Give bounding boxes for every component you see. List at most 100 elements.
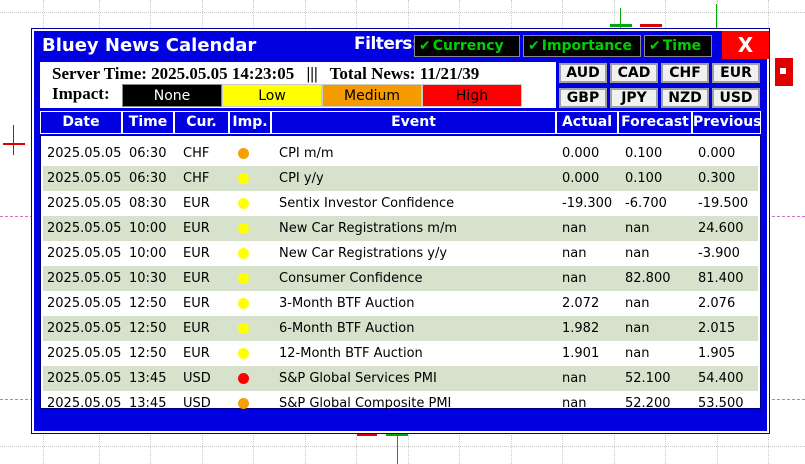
impact-dot-icon [238,173,249,184]
cell-cur: EUR [183,271,210,286]
table-row[interactable]: 2025.05.05 08:30 EUR Sentix Investor Confid… [43,191,758,216]
cell-cur: EUR [183,346,210,361]
cell-actual: 0.000 [562,171,600,186]
table-row[interactable]: 2025.05.05 10:30 EUR Consumer Confidence nan… [43,266,758,291]
cell-date: 2025.05.05 [47,371,122,386]
events-table: 2025.05.05 06:30 CHF CPI m/m 0.000 0.100 0.000… [40,135,761,411]
cell-previous: 54.400 [698,371,744,386]
cell-time: 06:30 [129,171,167,186]
filter-importance-button[interactable]: ✔ Importance [523,35,641,57]
check-icon: ✔ [419,38,431,54]
impact-low-button[interactable]: Low [222,84,322,107]
table-row[interactable]: 2025.05.05 06:30 CHF CPI m/m 0.000 0.100 0.000 [43,141,758,166]
grid-line [0,446,805,447]
cell-actual: 2.072 [562,296,600,311]
impact-dot-icon [238,223,249,234]
impact-dot-icon [238,348,249,359]
filter-label: Time [662,38,702,54]
cell-event: CPI y/y [279,171,324,186]
currency-jpy-button[interactable]: JPY [610,88,658,108]
cell-cur: CHF [183,146,210,161]
cell-previous: 2.076 [698,296,736,311]
cell-event: New Car Registrations m/m [279,221,458,236]
cell-forecast: 0.100 [625,146,663,161]
price-marker [13,125,14,155]
server-info: Server Time: 2025.05.05 14:23:05 ||| Tot… [52,64,479,84]
table-row[interactable]: 2025.05.05 10:00 EUR New Car Registrations … [43,216,758,241]
cell-time: 08:30 [129,196,167,211]
impact-none-button[interactable]: None [122,84,222,107]
table-row[interactable]: 2025.05.05 12:50 EUR 3-Month BTF Auction 2.0… [43,291,758,316]
impact-dot-icon [238,323,249,334]
column-header-previous[interactable]: Previous [692,111,762,134]
cell-actual: -19.300 [562,196,613,211]
column-header-actual[interactable]: Actual [556,111,618,134]
cell-actual: nan [562,371,587,386]
cell-previous: -3.900 [698,246,740,261]
cell-event: New Car Registrations y/y [279,246,448,261]
column-header-currency[interactable]: Cur. [174,111,229,134]
cell-forecast: nan [625,346,650,361]
currency-cad-button[interactable]: CAD [610,63,658,83]
column-header-importance[interactable]: Imp. [229,111,271,134]
close-button[interactable]: X [722,31,769,59]
cell-date: 2025.05.05 [47,321,122,336]
cell-time: 13:45 [129,371,167,386]
cell-cur: EUR [183,321,210,336]
cell-event: Sentix Investor Confidence [279,196,455,211]
column-header-date[interactable]: Date [40,111,122,134]
cell-time: 12:50 [129,321,167,336]
filter-currency-button[interactable]: ✔ Currency [414,35,520,57]
filter-label: Currency [432,38,504,54]
cell-date: 2025.05.05 [47,346,122,361]
cell-actual: 1.901 [562,346,600,361]
table-row[interactable]: 2025.05.05 13:45 USD S&P Global Services PM… [43,366,758,391]
info-separator: ||| [306,64,318,83]
cell-forecast: 52.200 [625,396,671,411]
impact-medium-button[interactable]: Medium [322,84,422,107]
cell-forecast: 52.100 [625,371,671,386]
column-header-event[interactable]: Event [271,111,556,134]
currency-usd-button[interactable]: USD [712,88,760,108]
cell-date: 2025.05.05 [47,146,122,161]
cell-actual: nan [562,271,587,286]
currency-nzd-button[interactable]: NZD [661,88,709,108]
cell-previous: 24.600 [698,221,744,236]
cell-date: 2025.05.05 [47,296,122,311]
currency-eur-button[interactable]: EUR [712,63,760,83]
cell-event: Consumer Confidence [279,271,423,286]
cell-forecast: -6.700 [625,196,667,211]
currency-gbp-button[interactable]: GBP [559,88,607,108]
cell-cur: EUR [183,246,210,261]
table-row[interactable]: 2025.05.05 12:50 EUR 6-Month BTF Auction 1.9… [43,316,758,341]
column-header-forecast[interactable]: Forecast [618,111,692,134]
cell-date: 2025.05.05 [47,196,122,211]
cell-time: 10:00 [129,246,167,261]
table-row[interactable]: 2025.05.05 13:45 USD S&P Global Composite P… [43,391,758,416]
cell-event: S&P Global Services PMI [279,371,437,386]
cell-date: 2025.05.05 [47,171,122,186]
cell-forecast: nan [625,221,650,236]
cell-time: 12:50 [129,296,167,311]
cell-actual: nan [562,396,587,411]
app-title: Bluey News Calendar [42,35,257,56]
impact-high-button[interactable]: High [422,84,522,107]
currency-chf-button[interactable]: CHF [661,63,709,83]
column-header-time[interactable]: Time [122,111,174,134]
cell-date: 2025.05.05 [47,271,122,286]
impact-dot-icon [238,273,249,284]
cell-cur: EUR [183,221,210,236]
currency-aud-button[interactable]: AUD [559,63,607,83]
impact-dot-icon [238,373,249,384]
table-row[interactable]: 2025.05.05 06:30 CHF CPI y/y 0.000 0.100 0.300 [43,166,758,191]
cell-event: 6-Month BTF Auction [279,321,415,336]
cell-time: 10:30 [129,271,167,286]
filter-time-button[interactable]: ✔ Time [644,35,712,57]
cell-event: S&P Global Composite PMI [279,396,452,411]
chart-side-marker[interactable] [775,58,793,86]
table-row[interactable]: 2025.05.05 12:50 EUR 12-Month BTF Auction 1.… [43,341,758,366]
cell-actual: nan [562,221,587,236]
table-row[interactable]: 2025.05.05 10:00 EUR New Car Registrations … [43,241,758,266]
cell-cur: USD [183,371,211,386]
cell-cur: EUR [183,196,210,211]
